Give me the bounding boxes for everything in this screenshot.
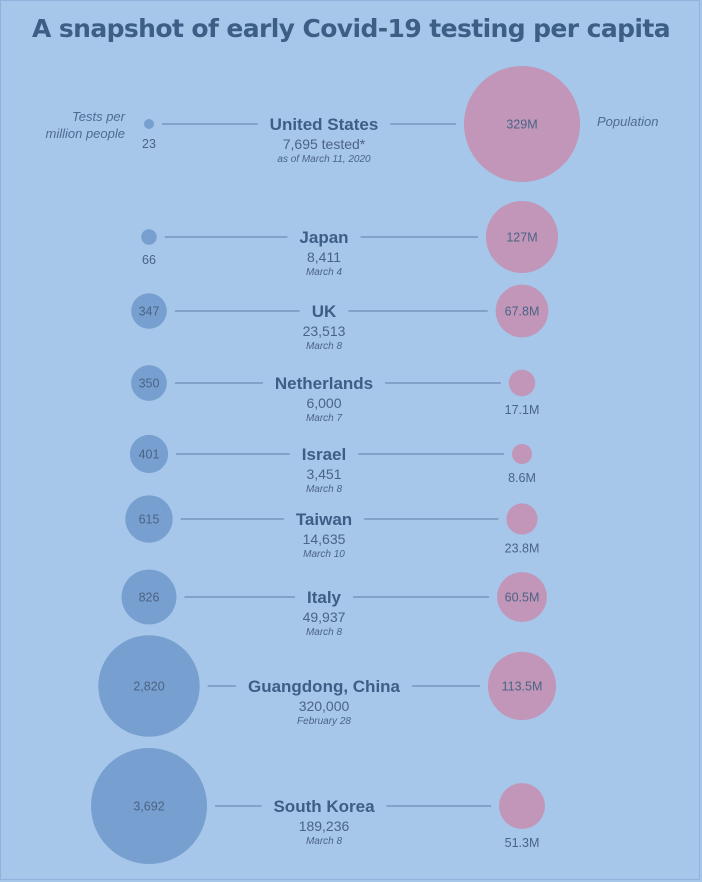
tests-bubble [144,119,154,129]
tests-count: 3,451 [306,466,341,482]
tests-count: 23,513 [303,323,346,339]
test-date: March 10 [303,549,345,560]
tests-count: 6,000 [306,395,341,411]
test-date: March 8 [306,836,343,847]
population-bubble [499,783,545,829]
population-bubble [464,66,580,182]
tests-count: 49,937 [303,609,346,625]
country-name: UK [312,302,337,321]
tests-value-label: 350 [139,377,160,391]
country-name: Japan [299,228,348,247]
population-value-label: 60.5M [505,591,540,605]
tests-bubble [125,495,173,543]
test-date: March 8 [306,627,343,638]
population-bubble [512,444,532,464]
population-value-label: 23.8M [505,542,540,556]
test-date: March 8 [306,341,343,352]
country-name: Israel [302,445,346,464]
country-name: Italy [307,588,342,607]
tests-count: 189,236 [299,818,350,834]
test-date: March 4 [306,267,343,278]
population-value-label: 329M [506,118,537,132]
tests-value-label: 23 [142,137,156,151]
chart-title: A snapshot of early Covid-19 testing per… [32,14,671,43]
population-value-label: 113.5M [502,680,543,694]
population-value-label: 127M [506,231,537,245]
test-date: March 8 [306,484,343,495]
tests-value-label: 3,692 [133,800,164,814]
tests-value-label: 401 [139,448,160,462]
test-date: March 7 [306,413,343,424]
tests-bubble [131,293,167,329]
test-date: as of March 11, 2020 [277,154,371,165]
population-value-label: 51.3M [505,836,540,850]
tests-bubble [98,635,200,737]
country-name: Netherlands [275,374,373,393]
tests-value-label: 826 [139,591,160,605]
population-bubble [485,200,559,274]
test-date: February 28 [297,716,351,727]
tests-value-label: 66 [142,253,156,267]
tests-count: 320,000 [299,698,350,714]
tests-count: 8,411 [307,249,341,265]
tests-count: 14,635 [303,531,346,547]
tests-value-label: 615 [139,513,160,527]
tests-axis-label-line2: million people [46,126,126,141]
population-bubble [508,369,536,397]
tests-axis-label-line1: Tests per [72,109,126,124]
tests-bubble [131,365,167,401]
population-bubble [495,284,549,338]
population-bubble [487,651,557,721]
population-bubble [497,572,547,622]
country-name: South Korea [273,797,375,816]
tests-value-label: 2,820 [133,680,164,694]
tests-bubble [141,229,157,245]
population-value-label: 17.1M [505,403,540,417]
country-name: Taiwan [296,510,352,529]
population-bubble [506,503,538,535]
tests-bubble [121,569,177,625]
country-name: Guangdong, China [248,677,401,696]
tests-count: 7,695 tested* [283,136,366,152]
population-value-label: 8.6M [508,471,536,485]
chart-rows: 23 329M United States 7,695 tested* as of Ma… [91,66,580,864]
population-axis-label: Population [597,114,658,129]
tests-value-label: 347 [139,305,160,319]
tests-bubble [91,748,207,864]
tests-bubble [129,434,169,474]
country-name: United States [270,115,379,134]
population-value-label: 67.8M [505,305,540,319]
